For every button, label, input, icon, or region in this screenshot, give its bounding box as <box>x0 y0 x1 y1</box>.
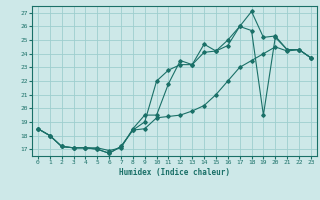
X-axis label: Humidex (Indice chaleur): Humidex (Indice chaleur) <box>119 168 230 177</box>
